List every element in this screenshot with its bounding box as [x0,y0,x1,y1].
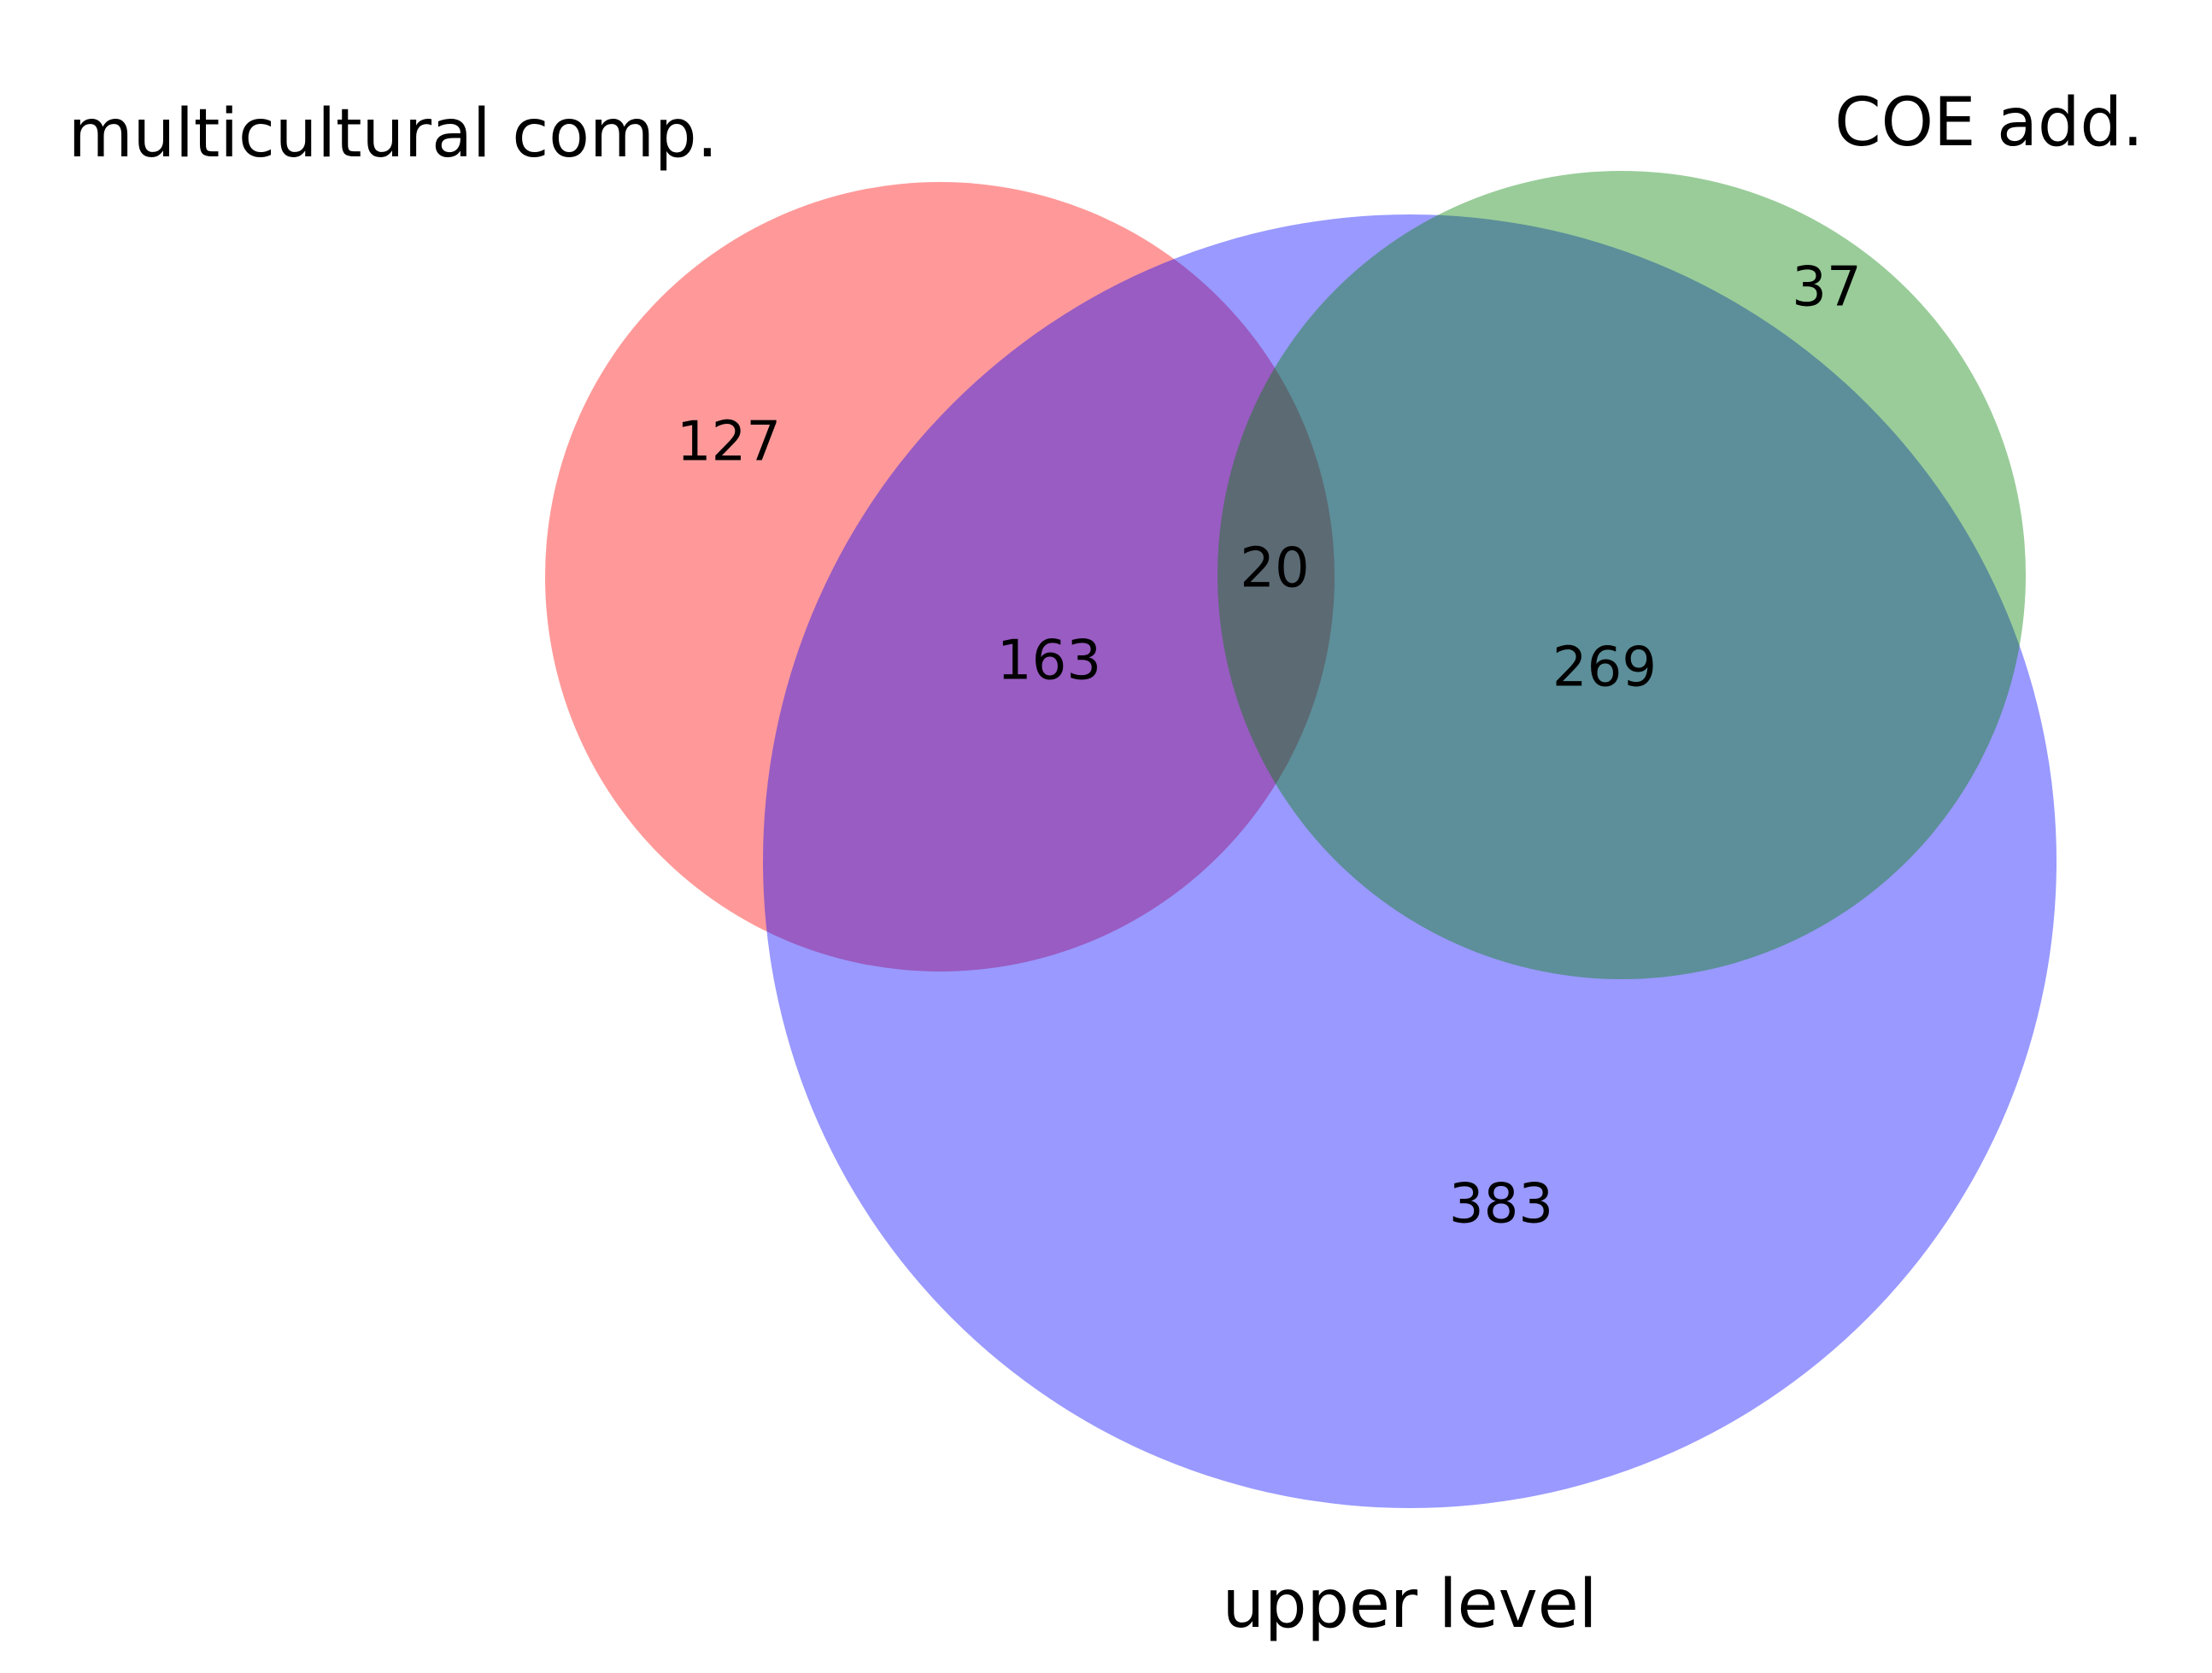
set-label-coe-add: COE add. [1834,85,2144,161]
region-count-multicultural-only: 127 [677,411,781,474]
region-count-coe-only: 37 [1792,256,1861,320]
set-circle-upper-level [763,214,2057,1508]
region-count-multicultural-upper: 163 [997,630,1101,693]
region-count-coe-upper: 269 [1552,637,1657,700]
region-count-all-three: 20 [1240,537,1309,601]
set-label-multicultural-comp: multicultural comp. [68,96,719,173]
set-circle-multicultural-comp [545,182,1335,972]
set-label-upper-level: upper level [1223,1566,1598,1643]
region-count-upper-only: 383 [1449,1173,1553,1236]
set-circle-coe-add [1217,171,2026,979]
